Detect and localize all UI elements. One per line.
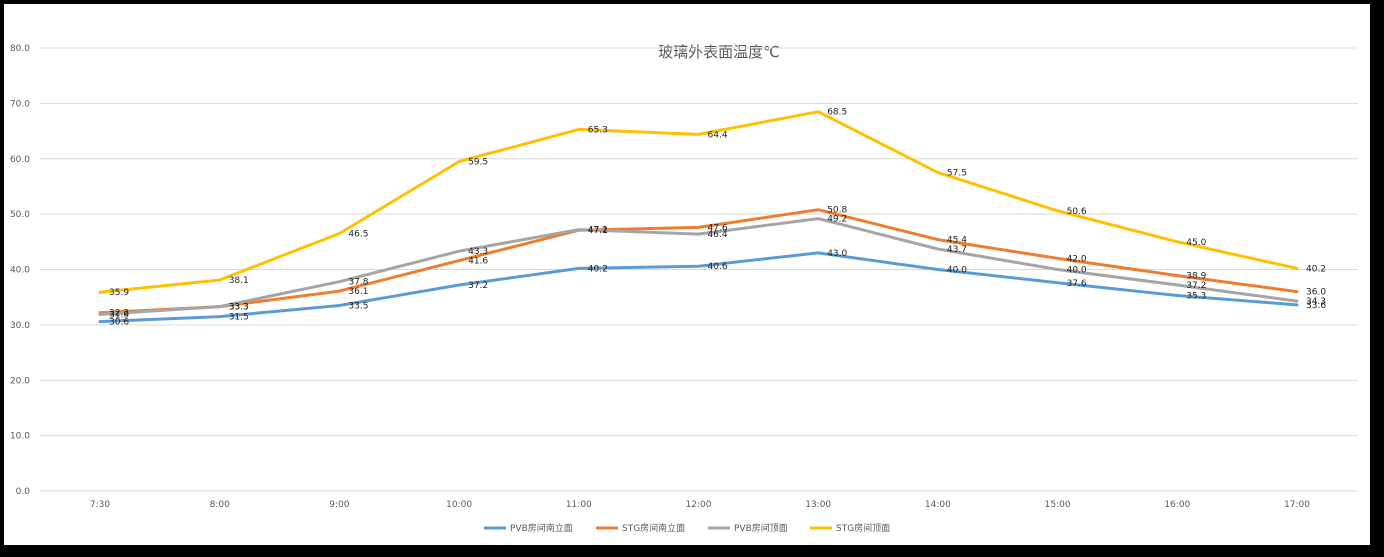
data-label: 38.9 [1186,272,1206,282]
data-label: 38.1 [229,276,249,286]
data-label: 37.2 [468,281,488,291]
y-tick-label: 30.0 [10,321,30,331]
data-label: 37.6 [1067,279,1087,289]
data-label: 33.5 [348,301,368,311]
x-tick-label: 16:00 [1164,500,1190,510]
series-lines [98,110,1299,324]
data-label: 45.4 [947,236,967,246]
chart-title: 玻璃外表面温度℃ [658,43,780,61]
data-label: 42.0 [1067,254,1087,264]
data-label: 31.9 [109,310,129,320]
data-label: 47.6 [708,223,728,233]
data-label: 36.0 [1306,288,1326,298]
data-label: 40.0 [1067,266,1087,276]
series-line [98,251,1299,324]
data-label: 40.2 [1306,264,1326,274]
data-label: 47.2 [588,226,608,236]
y-tick-label: 50.0 [10,210,30,220]
data-label: 33.6 [1306,301,1326,311]
x-tick-label: 10:00 [446,500,472,510]
y-tick-label: 20.0 [10,376,30,386]
y-tick-label: 0.0 [16,487,31,497]
x-tick-label: 13:00 [805,500,831,510]
x-axis-ticks: 7:30 8:00 9:00 10:00 11:00 12:00 13:00 14:00 15:… [90,500,1310,510]
data-label: 50.6 [1067,207,1087,217]
data-label: 43.3 [468,247,488,257]
y-tick-label: 80.0 [10,44,30,54]
data-label: 35.9 [109,288,129,298]
legend: PVB房间南立面 STG房间南立面 PVB房间顶面 STG房间顶面 [484,522,890,534]
y-axis-ticks: 0.0 10.0 20.0 30.0 40.0 50.0 60.0 70.0 80.0 [10,44,30,497]
legend-label: PVB房间顶面 [734,522,788,534]
gridlines [40,47,1358,492]
data-label: 68.5 [827,108,847,118]
legend-label: STG房间南立面 [622,522,685,534]
legend-label: PVB房间南立面 [510,522,573,534]
data-label: 37.8 [348,278,368,288]
x-tick-label: 12:00 [686,500,712,510]
series-line [98,208,1299,315]
x-tick-label: 11:00 [566,500,592,510]
data-label: 43.7 [947,245,967,255]
data-label: 41.6 [468,257,488,267]
y-tick-label: 40.0 [10,266,30,276]
x-tick-label: 8:00 [210,500,230,510]
series-line [98,110,1299,294]
y-tick-label: 10.0 [10,432,30,442]
y-tick-label: 60.0 [10,155,30,165]
data-label: 57.5 [947,169,967,179]
data-label: 59.5 [468,158,488,168]
data-label: 33.3 [229,303,249,313]
data-label: 50.8 [827,206,847,216]
x-tick-label: 7:30 [90,500,110,510]
legend-label: STG房间顶面 [836,522,890,534]
data-labels: 30.6 31.5 33.5 37.2 40.2 40.6 43.0 40.0 37.6 35.3… [109,108,1326,328]
y-tick-label: 70.0 [10,99,30,109]
data-label: 36.1 [348,287,368,297]
data-label: 65.3 [588,125,608,135]
x-tick-label: 15:00 [1045,500,1071,510]
x-tick-label: 17:00 [1284,500,1310,510]
x-tick-label: 9:00 [329,500,349,510]
data-label: 34.3 [1306,297,1326,307]
data-label: 49.2 [827,215,847,225]
data-label: 30.6 [109,318,129,328]
data-label: 40.6 [708,262,728,272]
data-label: 32.2 [109,309,129,319]
data-label: 45.0 [1186,238,1206,248]
data-label: 43.0 [827,249,847,259]
x-tick-label: 14:00 [925,500,951,510]
data-label: 64.4 [708,130,728,140]
series-line [98,217,1299,316]
data-label: 40.2 [588,264,608,274]
data-label: 31.5 [229,313,249,323]
data-label: 47.1 [588,226,608,236]
data-label: 35.3 [1186,292,1206,302]
data-label: 40.0 [947,266,967,276]
data-label: 46.5 [348,230,368,240]
data-label: 46.4 [708,230,728,240]
data-label: 33.3 [229,303,249,313]
data-label: 37.2 [1186,281,1206,291]
